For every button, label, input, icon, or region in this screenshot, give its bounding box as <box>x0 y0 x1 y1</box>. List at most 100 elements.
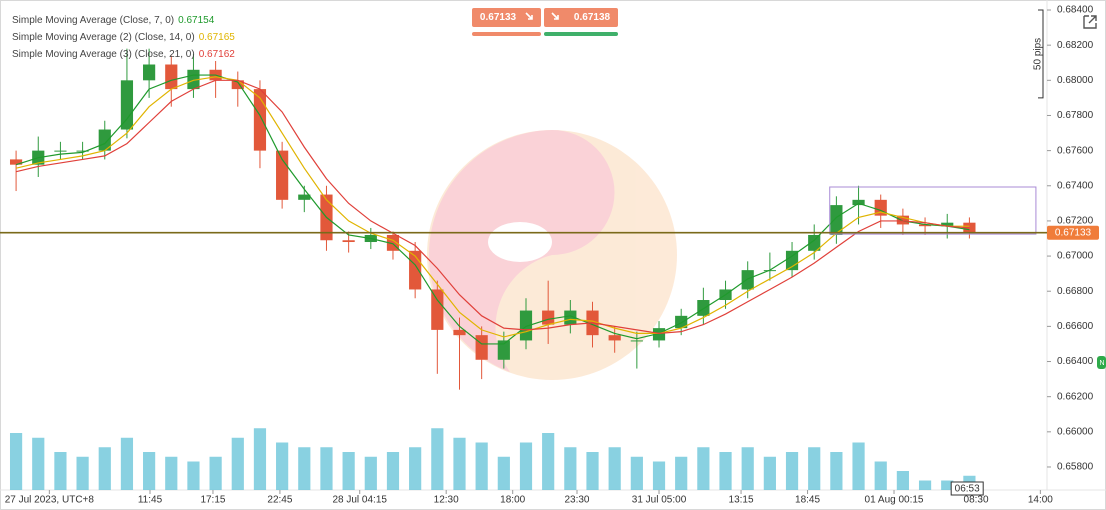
volume-bar <box>519 442 533 490</box>
current-price-label: 0.67133 <box>1055 227 1092 238</box>
volume-bar <box>364 456 377 490</box>
volume-bar <box>120 437 134 490</box>
y-tick-label: 0.67200 <box>1057 216 1094 227</box>
volume-bar <box>763 456 776 490</box>
volume-bar <box>98 447 111 490</box>
pip-ruler-label: 50 pips <box>1033 38 1044 70</box>
y-tick-label: 0.66600 <box>1057 321 1094 332</box>
x-tick-label: 14:00 <box>1028 495 1053 506</box>
x-tick-label: 18:45 <box>795 495 820 506</box>
side-tab[interactable] <box>1097 356 1106 369</box>
legend-value: 0.67154 <box>178 15 215 26</box>
volume-bar <box>697 447 710 490</box>
watermark-hole <box>488 222 552 262</box>
volume-bar <box>320 447 333 490</box>
volume-bar <box>187 461 200 490</box>
candle-body <box>9 159 23 165</box>
volume-bar <box>386 452 400 490</box>
popout-icon[interactable] <box>1083 15 1097 29</box>
legend-entry: Simple Moving Average (Close, 7, 0) 0.671… <box>12 15 215 26</box>
legend-entry: Simple Moving Average (3) (Close, 21, 0)… <box>12 49 235 60</box>
volume-bar <box>608 447 621 490</box>
crosshair-box <box>950 481 984 496</box>
volume-bar <box>342 452 355 490</box>
candle-body <box>76 150 89 152</box>
x-tick-label: 27 Jul 2023, UTC+8 <box>5 495 95 506</box>
candle-body <box>675 315 688 329</box>
candle-body <box>475 335 488 360</box>
legend-name: Simple Moving Average (3) (Close, 21, 0) <box>12 49 195 60</box>
volume-bar <box>76 456 89 490</box>
y-tick-label: 0.67600 <box>1057 145 1094 156</box>
volume-bar <box>209 456 222 490</box>
x-tick-label: 12:30 <box>434 495 459 506</box>
current-price-box <box>1047 225 1099 240</box>
x-tick-label: 08:30 <box>964 495 989 506</box>
sell-underline <box>472 32 541 36</box>
candle-body <box>165 64 178 90</box>
legend-value: 0.67165 <box>199 32 236 43</box>
candle-body <box>852 199 865 206</box>
popout-glyph <box>1083 15 1097 29</box>
volume-bar <box>231 437 244 490</box>
x-tick-label: 31 Jul 05:00 <box>632 495 687 506</box>
sell-button[interactable] <box>472 8 541 27</box>
volume-bar <box>9 433 23 490</box>
x-tick-label: 11:45 <box>138 495 163 506</box>
sell-arrow <box>525 12 533 20</box>
legend-entry: Simple Moving Average (2) (Close, 14, 0)… <box>12 32 235 43</box>
legend-value: 0.67162 <box>199 49 236 60</box>
volume-bar <box>54 452 67 490</box>
x-tick-label: 18:00 <box>500 495 525 506</box>
candle-body <box>830 205 843 235</box>
y-tick-label: 0.68200 <box>1057 40 1094 51</box>
buy-price[interactable]: 0.67138 <box>574 12 611 23</box>
candle-body <box>741 270 754 290</box>
x-tick-label: 13:15 <box>729 495 754 506</box>
candle-body <box>896 215 909 225</box>
pip-ruler <box>1038 9 1044 99</box>
y-tick-label: 0.67400 <box>1057 180 1094 191</box>
candle-body <box>497 340 510 360</box>
volume-bar <box>497 456 510 490</box>
x-tick-label: 28 Jul 04:15 <box>332 495 387 506</box>
y-tick-label: 0.68000 <box>1057 75 1094 86</box>
moving-average-line <box>15 79 970 335</box>
candle-body <box>564 310 577 325</box>
x-tick-label: 22:45 <box>267 495 292 506</box>
candle-body <box>298 194 311 200</box>
volume-bar <box>298 447 311 490</box>
candle-body <box>697 300 710 316</box>
y-tick-label: 0.66200 <box>1057 391 1094 402</box>
volume-bar <box>564 447 577 490</box>
volume-bar <box>253 428 267 490</box>
volume-bar <box>475 442 488 490</box>
buy-arrow <box>551 12 559 20</box>
volume-bar <box>675 456 688 490</box>
volume-bar <box>431 428 444 490</box>
side-tab-label[interactable]: N <box>1099 360 1104 367</box>
volume-bar <box>741 447 754 490</box>
candle-body <box>630 340 643 342</box>
volume-bar <box>630 456 643 490</box>
crosshair-label: 06:53 <box>955 484 980 495</box>
candle-body <box>231 80 244 90</box>
volume-bar <box>941 480 954 490</box>
candle-body <box>542 310 555 325</box>
drawn-rectangle <box>829 186 1037 235</box>
volume-bar <box>896 471 909 490</box>
volume-bar <box>719 452 732 490</box>
volume-bar <box>409 447 422 490</box>
candle-body <box>453 329 466 336</box>
candle-body <box>120 80 134 130</box>
buy-button[interactable] <box>544 8 618 27</box>
volume-bar <box>852 442 865 490</box>
candle-body <box>941 222 954 227</box>
y-tick-label: 0.66000 <box>1057 426 1094 437</box>
volume-bar <box>165 456 178 490</box>
volume-bar <box>542 433 555 490</box>
y-tick-label: 0.68400 <box>1057 5 1094 16</box>
sell-price[interactable]: 0.67133 <box>480 12 517 23</box>
volume-bar <box>808 447 821 490</box>
